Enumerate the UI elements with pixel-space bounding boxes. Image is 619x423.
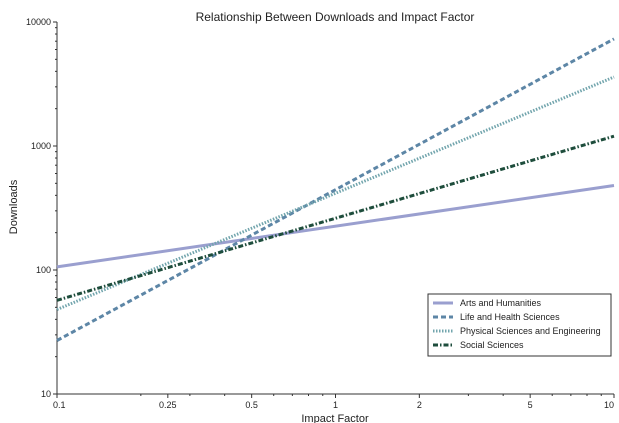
legend-label: Social Sciences: [460, 340, 524, 350]
legend-label: Physical Sciences and Engineering: [460, 326, 601, 336]
y-axis-label: Downloads: [8, 179, 20, 234]
series-line: [56, 184, 615, 269]
x-tick-label: 1: [333, 400, 338, 410]
y-tick-label: 10: [41, 389, 51, 399]
legend: Arts and Humanities Life and Health Scien…: [427, 293, 612, 357]
x-tick-label: 0.25: [159, 400, 177, 410]
y-tick-label: 100: [36, 265, 51, 275]
x-axis-label: Impact Factor: [301, 413, 369, 423]
y-tick-label: 1000: [31, 141, 51, 151]
legend-label: Life and Health Sciences: [460, 312, 560, 322]
axes: 0.1 0.25 0.5 1 2 5 10 10 100 1000 10000: [26, 17, 615, 410]
x-tick-label: 0.1: [53, 400, 66, 410]
legend-label: Arts and Humanities: [460, 298, 542, 308]
series-line: [56, 134, 615, 302]
y-tick-label: 10000: [26, 17, 51, 27]
legend-box: [427, 293, 612, 357]
x-tick-label: 2: [417, 400, 422, 410]
x-tick-label: 0.5: [245, 400, 258, 410]
chart-title: Relationship Between Downloads and Impac…: [196, 10, 475, 24]
x-tick-label: 10: [604, 400, 614, 410]
x-tick-label: 5: [528, 400, 533, 410]
series-group: [56, 37, 615, 342]
series-line: [56, 37, 615, 342]
